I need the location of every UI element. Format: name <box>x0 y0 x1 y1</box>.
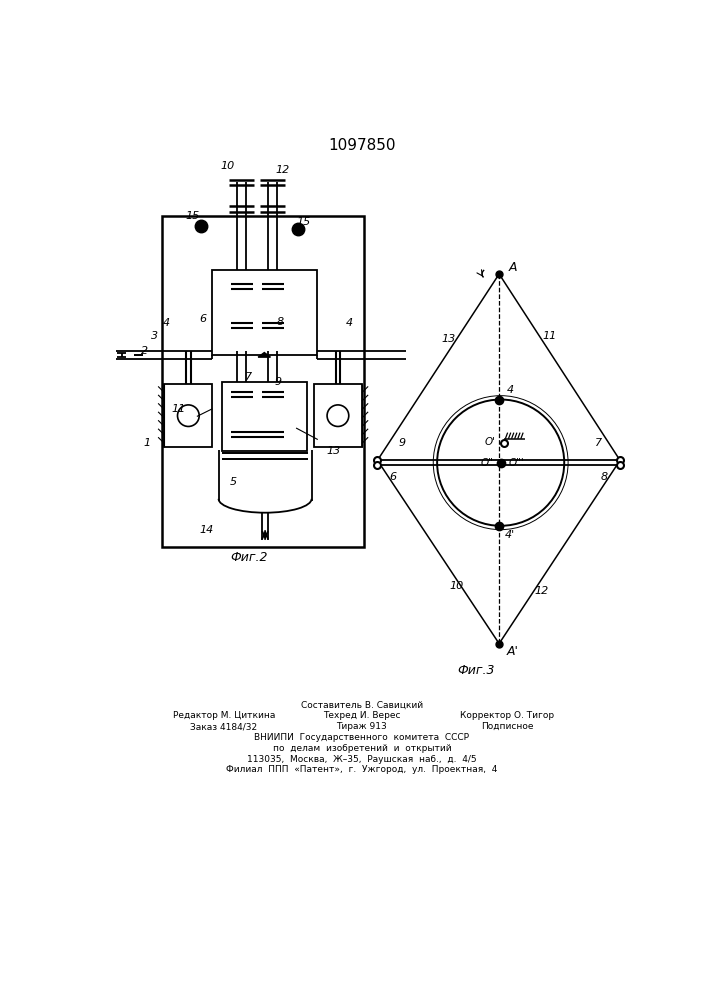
Bar <box>162 216 363 547</box>
Text: 7: 7 <box>245 372 252 382</box>
Text: 12: 12 <box>275 165 289 175</box>
Text: 11: 11 <box>172 404 186 414</box>
Text: 8: 8 <box>601 472 608 482</box>
Text: 13: 13 <box>442 334 456 344</box>
Text: 15: 15 <box>186 211 200 221</box>
Text: по  делам  изобретений  и  открытий: по делам изобретений и открытий <box>273 744 451 753</box>
Text: 9: 9 <box>399 438 406 448</box>
Text: 4: 4 <box>163 318 170 328</box>
Text: 113035,  Москва,  Ж–35,  Раушская  наб.,  д.  4/5: 113035, Москва, Ж–35, Раушская наб., д. … <box>247 755 477 764</box>
Text: 4: 4 <box>346 318 353 328</box>
Text: 12: 12 <box>534 586 549 596</box>
Polygon shape <box>258 353 271 357</box>
Bar <box>212 270 317 355</box>
Bar <box>164 384 212 447</box>
Text: 1: 1 <box>144 438 151 448</box>
Text: 15: 15 <box>297 217 311 227</box>
Text: 10: 10 <box>450 581 464 591</box>
Text: Редактор М. Циткина: Редактор М. Циткина <box>173 711 275 720</box>
Text: Корректор О. Тигор: Корректор О. Тигор <box>460 711 554 720</box>
Text: 10: 10 <box>221 161 235 171</box>
Text: 9: 9 <box>275 377 282 387</box>
Text: 2: 2 <box>141 346 148 356</box>
Circle shape <box>327 405 349 426</box>
Text: 6: 6 <box>199 314 206 324</box>
Bar <box>314 384 362 447</box>
Text: Фиг.2: Фиг.2 <box>230 551 269 564</box>
Text: Фиг.3: Фиг.3 <box>457 664 495 677</box>
Text: 14: 14 <box>199 525 214 535</box>
Text: 1097850: 1097850 <box>328 138 396 153</box>
Text: Заказ 4184/32: Заказ 4184/32 <box>190 722 257 731</box>
Text: O': O' <box>484 437 496 447</box>
Text: O"': O"' <box>508 458 524 468</box>
Text: 6: 6 <box>390 472 397 482</box>
Text: 11: 11 <box>542 331 556 341</box>
Text: 3: 3 <box>151 331 158 341</box>
Text: 13: 13 <box>326 446 340 456</box>
Text: Техред И. Верес: Техред И. Верес <box>323 711 401 720</box>
Text: ВНИИПИ  Государственного  комитета  СССР: ВНИИПИ Государственного комитета СССР <box>255 733 469 742</box>
Text: Филиал  ППП  «Патент»,  г.  Ужгород,  ул.  Проектная,  4: Филиал ППП «Патент», г. Ужгород, ул. Про… <box>226 765 498 774</box>
Circle shape <box>177 405 199 426</box>
Text: Подписное: Подписное <box>481 722 533 731</box>
Text: 8: 8 <box>277 317 284 327</box>
Text: O": O" <box>480 458 493 468</box>
Text: 4: 4 <box>506 385 513 395</box>
Text: 4': 4' <box>505 530 515 540</box>
Text: Составитель В. Савицкий: Составитель В. Савицкий <box>301 701 423 710</box>
Text: 5: 5 <box>230 477 237 487</box>
Text: A': A' <box>507 645 519 658</box>
Text: A: A <box>509 261 518 274</box>
Bar <box>222 382 307 451</box>
Text: Тираж 913: Тираж 913 <box>337 722 387 731</box>
Text: 7: 7 <box>595 438 602 448</box>
